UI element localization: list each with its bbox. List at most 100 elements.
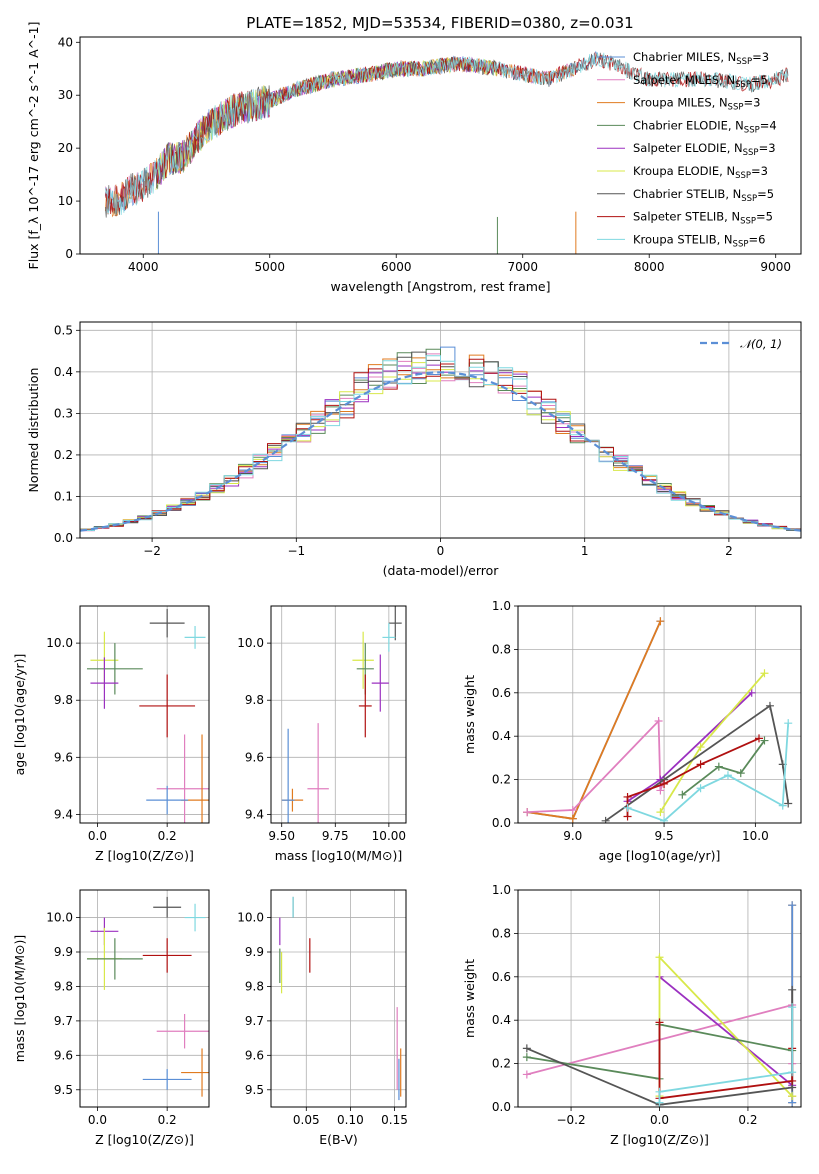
massweight-marker [784, 799, 793, 808]
y-tick-label: 0.4 [492, 1013, 511, 1027]
massweight-marker [714, 762, 723, 771]
y-tick-label: 9.4 [54, 807, 73, 821]
mass_vs_Z-points [86, 896, 209, 1097]
massweight-marker [568, 814, 577, 823]
gaussian-curve [80, 371, 801, 532]
panel-mass_vs_Z: 0.0 0.2 9.5 9.6 9.7 9.8 9.9 10.0 Z [log10(Z/Z⊙)]… [12, 889, 210, 1147]
y-tick-label: 9.9 [245, 945, 264, 959]
x-axis-label: wavelength [Angstrom, rest frame] [330, 279, 550, 294]
x-tick-label: 9000 [760, 260, 791, 274]
legend-entry: Chabrier MILES, NSSP=3 [633, 50, 769, 67]
x-tick-label: 9.0 [563, 829, 582, 843]
x-tick-label: −1 [287, 544, 305, 558]
y-tick-label: 0.5 [54, 323, 73, 337]
massweight-marker [696, 784, 705, 793]
x-tick-label: 0.2 [738, 1113, 757, 1127]
residual-hists [80, 346, 801, 533]
y-tick-label: 9.6 [245, 750, 264, 764]
x-tick-label: 0.0 [88, 829, 107, 843]
massweight_vs_Z-lines [522, 901, 797, 1107]
x-axis-label: (data-model)/error [383, 563, 500, 578]
plot-area-age_vs_mass [281, 606, 402, 823]
x-tick-label: 0.0 [88, 1113, 107, 1127]
y-tick-label: 0 [65, 247, 73, 261]
x-tick-label: 9.75 [322, 829, 349, 843]
y-axis-label: age [log10(age/yr)] [12, 654, 27, 776]
y-tick-label: 1.0 [492, 599, 511, 613]
massweight-line [605, 704, 790, 822]
axes-frame [79, 36, 802, 255]
y-tick-label: 0.0 [492, 1100, 511, 1114]
residual-hist-7 [80, 358, 801, 533]
x-axis-label: mass [log10(M/M⊙)] [275, 848, 403, 863]
y-tick-label: 0.3 [54, 406, 73, 420]
massweight-line [658, 976, 793, 1086]
age_vs_mass-points [281, 606, 402, 823]
spectrum-series-8 [104, 52, 789, 216]
massweight-marker [654, 717, 663, 726]
spectrum-lines [104, 50, 789, 254]
y-tick-label: 0.2 [492, 773, 511, 787]
mass_vs_ebv-points [279, 896, 402, 1101]
y-tick-label: 0.6 [492, 686, 511, 700]
y-tick-label: 9.8 [54, 979, 73, 993]
legend-entry: Kroupa MILES, NSSP=3 [633, 96, 760, 113]
plot-area-residuals: 𝒩(0, 1) [80, 337, 801, 533]
x-tick-label: 2 [725, 544, 733, 558]
massweight-marker [788, 901, 797, 910]
x-tick-label: 9.5 [655, 829, 674, 843]
y-tick-label: 9.5 [245, 1083, 264, 1097]
massweight-marker [755, 734, 764, 743]
massweight-marker [765, 701, 774, 710]
y-tick-label: 0.4 [492, 729, 511, 743]
y-axis-label: Normed distribution [26, 368, 41, 493]
figure-title: PLATE=1852, MJD=53534, FIBERID=0380, z=0… [246, 14, 633, 32]
y-tick-label: 9.4 [245, 807, 264, 821]
panel-spectrum: Chabrier MILES, NSSP=3 Salpeter MILES, NS… [26, 22, 802, 294]
x-tick-label: −0.2 [556, 1113, 585, 1127]
y-tick-label: 1.0 [492, 883, 511, 897]
x-tick-label: 0.0 [650, 1113, 669, 1127]
y-tick-label: 0.2 [54, 448, 73, 462]
plot-area-age_vs_Z [86, 608, 209, 823]
panel-residuals: 𝒩(0, 1) −2 −1 0 1 2 0.0 0.1 0.2 0.3 0.4 0.5 (data-mo… [26, 321, 802, 578]
massweight-line [658, 1007, 794, 1103]
y-tick-label: 0.1 [54, 489, 73, 503]
y-tick-label: 10.0 [46, 636, 73, 650]
x-tick-label: 5000 [254, 260, 285, 274]
y-tick-label: 9.8 [54, 693, 73, 707]
massweight-marker [788, 1076, 797, 1085]
legend-entry: Salpeter ELODIE, NSSP=3 [633, 141, 776, 158]
legend-entry: Salpeter STELIB, NSSP=5 [633, 210, 773, 227]
panel-massweight_vs_age: 9.0 9.5 10.0 0.0 0.2 0.4 0.6 0.8 1.0 age [log10(a… [462, 599, 802, 863]
x-tick-label: 10.0 [742, 829, 769, 843]
legend-entry: Salpeter MILES, NSSP=5 [633, 73, 768, 90]
gaussian-legend-label: 𝒩(0, 1) [740, 337, 782, 351]
y-tick-label: 10.0 [46, 911, 73, 925]
massweight-marker [788, 1092, 797, 1101]
axes-frame [517, 605, 802, 824]
x-tick-label: 0.15 [381, 1113, 408, 1127]
massweight-marker [656, 786, 665, 795]
massweight-marker [723, 771, 732, 780]
massweight-marker [656, 617, 665, 626]
x-tick-label: 7000 [507, 260, 538, 274]
axes-frame [79, 889, 210, 1108]
legend-entry: Kroupa ELODIE, NSSP=3 [633, 164, 768, 181]
axes-frame [79, 321, 802, 539]
massweight-marker [523, 808, 532, 817]
massweight-line [681, 739, 766, 796]
y-tick-label: 0.0 [492, 816, 511, 830]
panel-age_vs_Z: 0.0 0.2 9.4 9.6 9.8 10.0 Z [log10(Z/Z⊙)] age [l… [12, 605, 210, 863]
massweight-marker [623, 812, 632, 821]
spectrum-series-7 [104, 52, 789, 216]
plot-area-mass_vs_ebv [279, 896, 402, 1101]
y-tick-label: 40 [58, 35, 73, 49]
y-tick-label: 10.0 [237, 636, 264, 650]
massweight-marker [655, 953, 664, 962]
x-tick-label: 10.00 [372, 829, 406, 843]
x-tick-label: 0.10 [337, 1113, 364, 1127]
massweight-marker [660, 816, 669, 823]
massweight-marker [522, 1053, 531, 1062]
